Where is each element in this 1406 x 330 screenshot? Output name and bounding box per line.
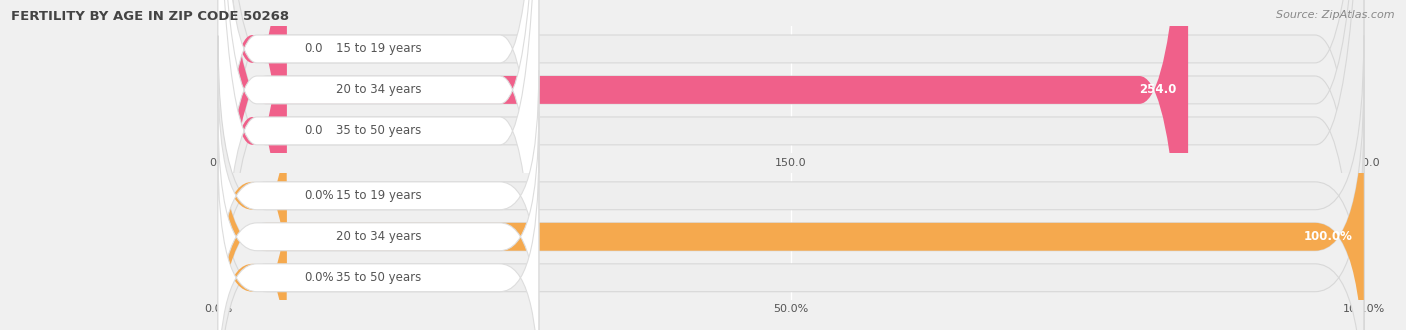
Text: Source: ZipAtlas.com: Source: ZipAtlas.com — [1277, 10, 1395, 20]
FancyBboxPatch shape — [218, 0, 287, 330]
FancyBboxPatch shape — [218, 0, 1188, 330]
FancyBboxPatch shape — [218, 70, 538, 321]
FancyBboxPatch shape — [218, 0, 1364, 330]
FancyBboxPatch shape — [218, 0, 1364, 330]
FancyBboxPatch shape — [218, 111, 538, 330]
Text: 0.0%: 0.0% — [304, 271, 333, 284]
FancyBboxPatch shape — [218, 36, 1364, 330]
FancyBboxPatch shape — [218, 77, 1364, 330]
FancyBboxPatch shape — [218, 169, 287, 330]
FancyBboxPatch shape — [218, 0, 287, 330]
Text: 15 to 19 years: 15 to 19 years — [336, 43, 422, 55]
Text: 100.0%: 100.0% — [1303, 230, 1353, 243]
Text: 15 to 19 years: 15 to 19 years — [336, 189, 422, 202]
FancyBboxPatch shape — [218, 152, 538, 330]
Text: 20 to 34 years: 20 to 34 years — [336, 83, 422, 96]
FancyBboxPatch shape — [218, 87, 287, 305]
Text: 20 to 34 years: 20 to 34 years — [336, 230, 422, 243]
Text: FERTILITY BY AGE IN ZIP CODE 50268: FERTILITY BY AGE IN ZIP CODE 50268 — [11, 10, 290, 23]
FancyBboxPatch shape — [218, 0, 538, 330]
FancyBboxPatch shape — [218, 0, 538, 330]
Text: 0.0: 0.0 — [304, 43, 322, 55]
FancyBboxPatch shape — [218, 117, 1364, 330]
FancyBboxPatch shape — [218, 77, 1364, 330]
Text: 254.0: 254.0 — [1139, 83, 1177, 96]
FancyBboxPatch shape — [218, 0, 538, 330]
Text: 35 to 50 years: 35 to 50 years — [336, 271, 420, 284]
Text: 35 to 50 years: 35 to 50 years — [336, 124, 420, 137]
Text: 0.0%: 0.0% — [304, 189, 333, 202]
FancyBboxPatch shape — [218, 0, 1364, 330]
Text: 0.0: 0.0 — [304, 124, 322, 137]
